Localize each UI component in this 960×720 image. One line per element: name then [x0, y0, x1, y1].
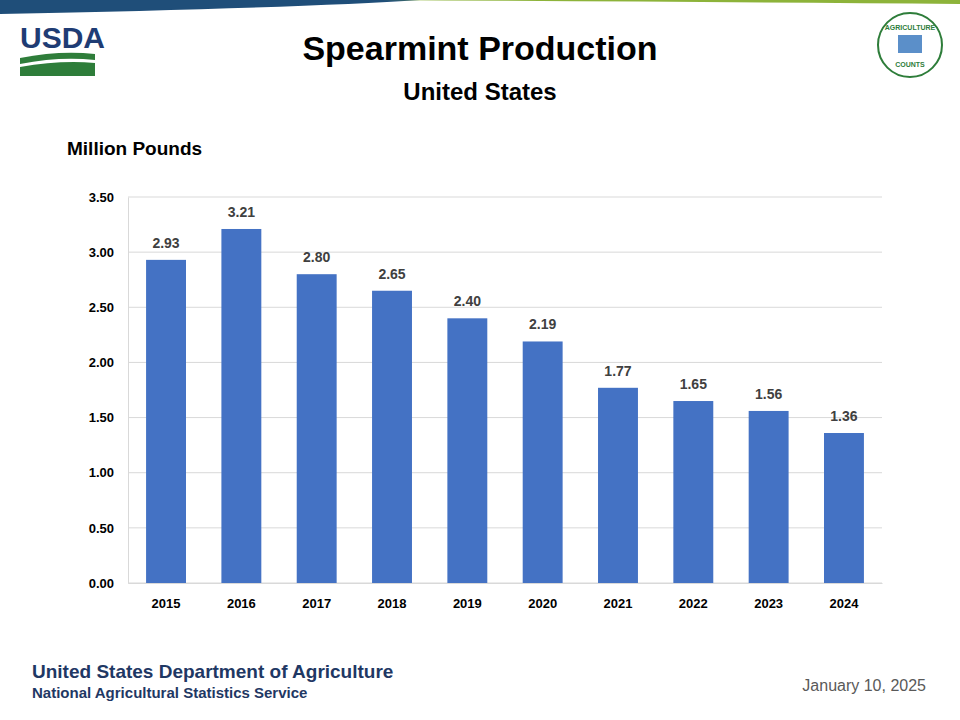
x-tick: 2022 [679, 583, 708, 611]
x-tick: 2024 [830, 583, 860, 611]
bar [749, 411, 789, 583]
footer-subtitle: National Agricultural Statistics Service [32, 684, 307, 701]
data-labels: 2.93 3.21 2.80 2.65 2.40 2.19 1.77 1.65 1.56 1.36 [152, 204, 857, 424]
logo-text: USDA [20, 21, 105, 54]
y-tick: 2.00 [89, 355, 128, 370]
data-label: 1.77 [604, 363, 631, 379]
x-tick: 2018 [378, 583, 407, 611]
data-label: 2.93 [152, 235, 179, 251]
title: Spearmint Production [302, 29, 657, 67]
data-label: 2.80 [303, 249, 330, 265]
x-tick-label: 2022 [679, 596, 708, 611]
x-tick-label: 2020 [528, 596, 557, 611]
logo-swoosh [20, 53, 95, 76]
bars [146, 229, 864, 583]
y-tick-label: 3.50 [89, 190, 114, 205]
bar [297, 274, 337, 583]
x-tick-label: 2021 [604, 596, 633, 611]
x-tick-label: 2015 [152, 596, 181, 611]
badge-icon [898, 35, 922, 53]
data-label: 1.65 [680, 376, 707, 392]
y-tick-label: 2.50 [89, 300, 114, 315]
y-tick-label: 1.50 [89, 410, 114, 425]
y-tick: 3.00 [89, 245, 128, 260]
bar [673, 401, 713, 583]
x-tick: 2017 [302, 583, 331, 611]
grid [128, 197, 882, 583]
x-tick: 2016 [227, 583, 256, 611]
badge-top: AGRICULTURE [885, 24, 936, 31]
top-band-green [380, 0, 960, 4]
x-tick-label: 2016 [227, 596, 256, 611]
bar [824, 433, 864, 583]
bar [372, 291, 412, 583]
x-tick-label: 2024 [830, 596, 860, 611]
x-tick-label: 2019 [453, 596, 482, 611]
badge-bottom: COUNTS [895, 61, 925, 68]
x-tick: 2023 [754, 583, 783, 611]
chart: USDA AGRICULTURE COUNTS Spearmint Productio… [0, 0, 960, 720]
bar [598, 388, 638, 583]
x-tick: 2019 [453, 583, 482, 611]
y-tick-label: 1.00 [89, 465, 114, 480]
data-label: 2.19 [529, 316, 556, 332]
badge-circle [878, 13, 942, 77]
bar [221, 229, 261, 583]
x-axis: 2015 2016 2017 2018 2019 2020 2021 2022 2023 2024 [129, 583, 883, 611]
y-tick: 1.50 [89, 410, 128, 425]
data-label: 1.36 [830, 408, 857, 424]
y-tick: 3.50 [89, 190, 128, 205]
data-label: 2.40 [454, 293, 481, 309]
x-tick: 2020 [528, 583, 557, 611]
bar [447, 318, 487, 583]
data-label: 2.65 [378, 266, 405, 282]
y-tick: 1.00 [89, 465, 128, 480]
y-tick: 0.50 [89, 521, 128, 536]
x-tick-label: 2018 [378, 596, 407, 611]
y-tick-label: 0.50 [89, 521, 114, 536]
footer: United States Department of Agriculture [32, 661, 393, 682]
date: January 10, 2025 [802, 677, 926, 694]
bar [146, 260, 186, 583]
y-tick: 0.00 [89, 576, 128, 591]
y-axis-line [128, 198, 129, 584]
data-label: 3.21 [228, 204, 255, 220]
bar [523, 341, 563, 583]
y-axis-title: Million Pounds [67, 138, 202, 159]
y-tick-label: 3.00 [89, 245, 114, 260]
y-axis: 0.00 0.50 1.00 1.50 2.00 2.50 3.00 3.50 [89, 190, 129, 591]
logo-swoosh-white [20, 59, 95, 67]
x-tick: 2015 [152, 583, 181, 611]
badge: AGRICULTURE COUNTS [878, 13, 942, 77]
x-tick: 2021 [604, 583, 633, 611]
x-tick-label: 2023 [754, 596, 783, 611]
y-tick-label: 2.00 [89, 355, 114, 370]
data-label: 1.56 [755, 386, 782, 402]
x-tick-label: 2017 [302, 596, 331, 611]
usda-logo: USDA [20, 21, 105, 76]
x-axis-line [129, 583, 883, 584]
y-tick-label: 0.00 [89, 576, 114, 591]
top-band [0, 0, 420, 14]
grid-line [128, 197, 882, 198]
y-tick: 2.50 [89, 300, 128, 315]
subtitle: United States [403, 78, 556, 105]
